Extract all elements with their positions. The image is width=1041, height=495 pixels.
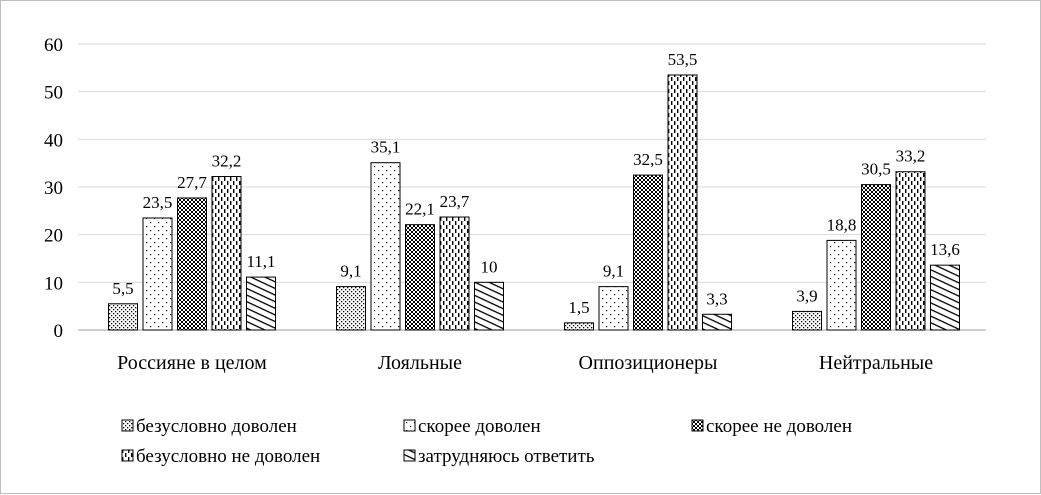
bar bbox=[564, 322, 594, 331]
data-label: 30,5 bbox=[861, 160, 891, 179]
legend-label: безусловно доволен bbox=[136, 416, 297, 437]
data-label: 13,6 bbox=[930, 240, 960, 259]
bar bbox=[336, 286, 366, 331]
data-label: 3,9 bbox=[796, 286, 817, 305]
bar bbox=[439, 216, 470, 331]
bar bbox=[108, 303, 138, 331]
bar bbox=[177, 197, 207, 331]
data-label: 9,1 bbox=[340, 262, 361, 281]
legend-item: безусловно не доволен bbox=[121, 446, 320, 467]
category-label: Нейтральные bbox=[819, 352, 933, 374]
data-label: 32,2 bbox=[212, 152, 242, 171]
legend-label: скорее доволен bbox=[418, 416, 541, 437]
data-label: 23,7 bbox=[440, 192, 470, 211]
legend-item: скорее доволен bbox=[403, 416, 541, 437]
bar bbox=[861, 184, 891, 331]
y-tick-label: 30 bbox=[44, 178, 63, 199]
data-label: 22,1 bbox=[405, 200, 435, 219]
legend-label: скорее не доволен bbox=[706, 416, 852, 437]
category-label: Оппозиционеры bbox=[579, 352, 718, 374]
y-tick-label: 10 bbox=[44, 273, 63, 294]
legend: безусловно доволен скорее доволен скорее н… bbox=[121, 416, 852, 467]
bar bbox=[633, 174, 663, 331]
data-label: 10 bbox=[481, 257, 498, 276]
bar bbox=[246, 276, 276, 331]
data-label: 5,5 bbox=[112, 279, 133, 298]
data-label: 33,2 bbox=[896, 147, 926, 166]
bar bbox=[142, 217, 173, 331]
y-tick-label: 20 bbox=[44, 226, 63, 247]
legend-label: безусловно не доволен bbox=[136, 446, 320, 467]
bar bbox=[930, 264, 960, 331]
legend-swatch bbox=[691, 419, 704, 432]
category-label: Лояльные bbox=[378, 352, 462, 374]
bars bbox=[108, 74, 960, 331]
legend-swatch bbox=[121, 449, 134, 462]
data-label: 18,8 bbox=[827, 215, 857, 234]
data-label: 23,5 bbox=[143, 193, 173, 212]
data-label: 35,1 bbox=[371, 138, 401, 157]
data-label: 3,3 bbox=[706, 289, 727, 308]
data-label: 53,5 bbox=[668, 50, 698, 69]
y-tick-label: 0 bbox=[54, 321, 64, 342]
legend-item: затрудняюсь ответить bbox=[403, 446, 595, 467]
y-tick-label: 50 bbox=[44, 83, 63, 104]
bar bbox=[370, 162, 401, 331]
bar bbox=[792, 310, 822, 331]
y-tick-label: 60 bbox=[44, 35, 63, 56]
bar bbox=[474, 281, 504, 331]
bar bbox=[598, 286, 629, 331]
bar bbox=[667, 74, 698, 331]
y-axis-tick-labels: 0 10 20 30 40 50 60 bbox=[44, 35, 63, 342]
legend-swatch bbox=[403, 449, 416, 462]
y-tick-label: 40 bbox=[44, 130, 63, 151]
bar bbox=[826, 239, 857, 331]
bar bbox=[405, 224, 435, 331]
bar bbox=[211, 176, 242, 331]
data-label: 32,5 bbox=[633, 150, 663, 169]
legend-swatch bbox=[403, 419, 416, 432]
data-label: 1,5 bbox=[568, 298, 589, 317]
x-axis-category-labels: Россияне в целом Лояльные Оппозиционеры Ней… bbox=[117, 352, 933, 374]
data-label: 27,7 bbox=[177, 173, 207, 192]
legend-swatch bbox=[121, 419, 134, 432]
data-label: 11,1 bbox=[246, 252, 275, 271]
bar bbox=[895, 171, 926, 331]
data-label: 9,1 bbox=[603, 262, 624, 281]
legend-item: безусловно доволен bbox=[121, 416, 297, 437]
legend-label: затрудняюсь ответить bbox=[418, 446, 595, 467]
data-labels: 5,5 23,527,7 32,2 11,1 9,1 35,1 22,1 23,7 10 1,5 9… bbox=[112, 50, 960, 317]
bar bbox=[702, 313, 732, 331]
category-label: Россияне в целом bbox=[117, 352, 267, 374]
legend-item: скорее не доволен bbox=[691, 416, 852, 437]
